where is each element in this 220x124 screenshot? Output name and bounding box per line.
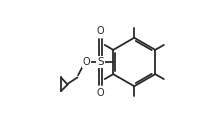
Text: O: O [97, 88, 104, 98]
Text: S: S [97, 57, 104, 67]
Text: O: O [97, 26, 104, 36]
Text: O: O [82, 57, 90, 67]
